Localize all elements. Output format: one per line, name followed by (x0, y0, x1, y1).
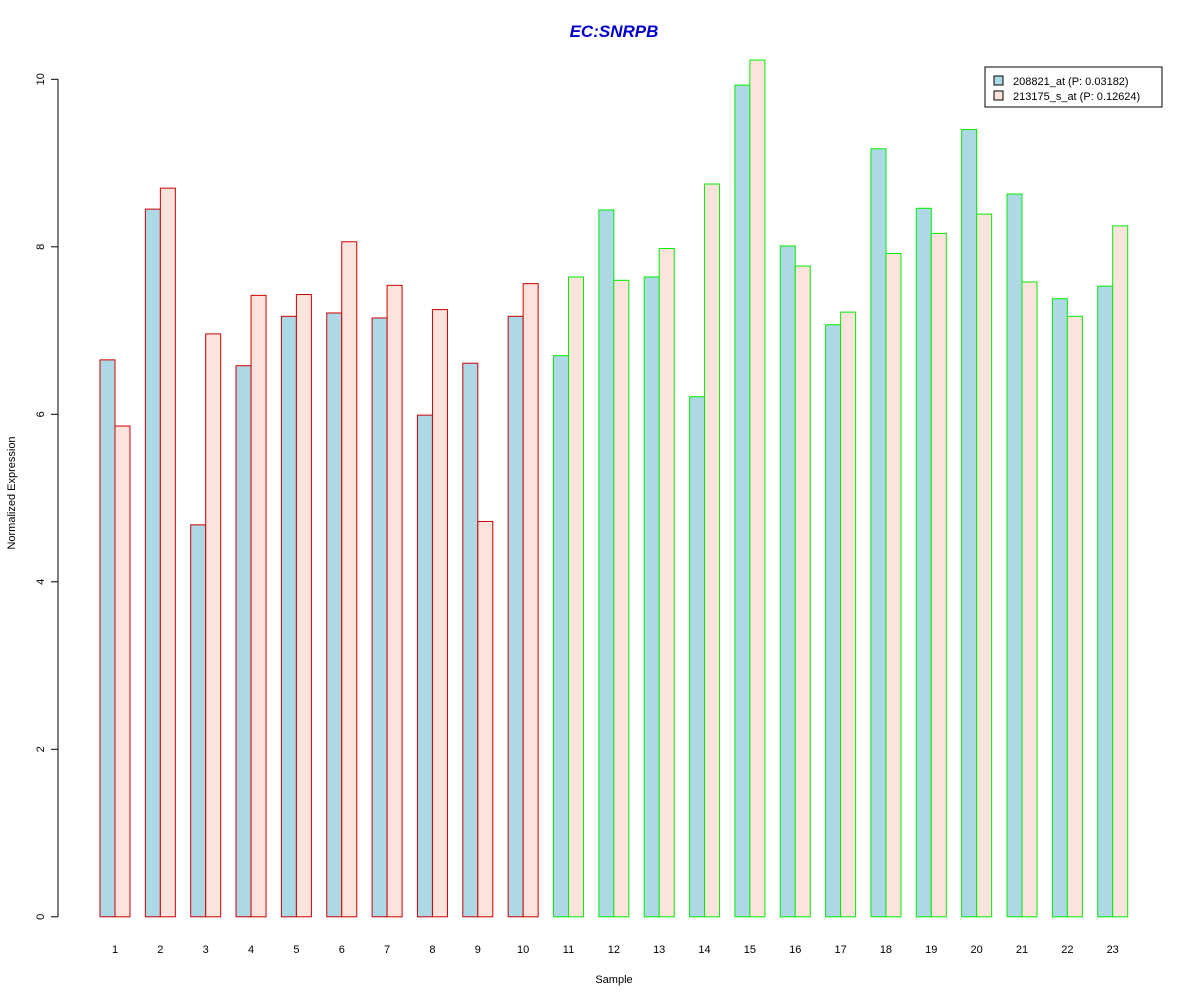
y-tick-label-6: 6 (35, 411, 47, 417)
x-tick-label-22: 22 (1061, 944, 1073, 956)
x-tick-label-8: 8 (429, 944, 435, 956)
bar-series-1-sample-13 (643, 276, 660, 918)
bar-series-1-sample-9 (462, 362, 479, 918)
x-tick-label-6: 6 (339, 944, 345, 956)
x-tick-label-17: 17 (834, 944, 846, 956)
bar-series-2-sample-7 (386, 284, 403, 918)
bar-series-1-sample-18 (870, 148, 887, 918)
bar-series-1-sample-17 (825, 324, 842, 918)
legend-swatch-series-1 (993, 75, 1004, 86)
bar-series-2-sample-21 (1021, 281, 1038, 918)
x-tick-label-15: 15 (744, 944, 756, 956)
x-axis-tick-labels: 1 2 3 4 5 6 7 8 9 10 11 12 13 14 15 16 17 18 19 20 21 22 23 (112, 944, 1119, 956)
x-tick-label-12: 12 (608, 944, 620, 956)
bar-series-2-sample-4 (250, 294, 267, 918)
y-tick-label-0: 0 (35, 914, 47, 920)
bar-series-1-sample-5 (280, 315, 297, 918)
bar-series-1-sample-21 (1006, 193, 1023, 918)
bar-series-2-sample-9 (477, 521, 494, 918)
x-tick-label-3: 3 (203, 944, 209, 956)
bar-series-2-sample-19 (930, 232, 947, 918)
x-tick-label-20: 20 (971, 944, 983, 956)
y-tick-label-2: 2 (35, 746, 47, 752)
bar-series-1-sample-1 (99, 359, 116, 918)
bar-series-2-sample-16 (794, 265, 811, 918)
y-tick-label-4: 4 (35, 579, 47, 585)
bar-series-1-sample-22 (1051, 298, 1068, 918)
x-tick-label-23: 23 (1107, 944, 1119, 956)
x-tick-label-9: 9 (475, 944, 481, 956)
bar-series-2-sample-14 (704, 183, 721, 918)
bar-series-1-sample-15 (734, 84, 751, 918)
x-tick-label-21: 21 (1016, 944, 1028, 956)
x-tick-label-14: 14 (698, 944, 710, 956)
bar-series-1-sample-14 (689, 396, 706, 918)
bar-series-1-sample-19 (915, 207, 932, 918)
x-tick-label-19: 19 (925, 944, 937, 956)
bar-series-1-sample-11 (553, 355, 569, 918)
legend-box (984, 66, 1163, 108)
bars (99, 59, 1129, 918)
x-tick-label-5: 5 (293, 944, 299, 956)
legend-swatch-series-2 (993, 90, 1004, 101)
bar-series-2-sample-6 (341, 241, 358, 918)
bar-series-2-sample-1 (114, 425, 131, 918)
bar-series-2-sample-8 (431, 309, 448, 918)
x-tick-label-18: 18 (880, 944, 892, 956)
bar-series-1-sample-7 (371, 317, 388, 918)
bar-series-1-sample-10 (507, 315, 524, 918)
bar-series-2-sample-5 (295, 294, 312, 918)
chart-title: EC:SNRPB (570, 22, 659, 41)
bar-series-1-sample-3 (190, 524, 207, 918)
legend-label-series-1: 208821_at (P: 0.03182) (1013, 76, 1129, 88)
bar-series-1-sample-6 (326, 312, 343, 918)
bar-series-2-sample-10 (522, 283, 539, 918)
bar-series-2-sample-12 (613, 279, 630, 918)
legend: 208821_at (P: 0.03182) 213175_s_at (P: 0… (984, 66, 1163, 108)
y-axis-ticks: 0 2 4 6 8 10 (35, 73, 58, 920)
y-tick-label-10: 10 (35, 73, 47, 85)
bar-series-1-sample-20 (961, 129, 978, 918)
bar-series-2-sample-22 (1066, 315, 1083, 918)
bar-series-1-sample-2 (144, 208, 161, 918)
x-tick-label-16: 16 (789, 944, 801, 956)
x-tick-label-2: 2 (157, 944, 163, 956)
bar-series-1-sample-23 (1097, 285, 1114, 918)
bar-series-1-sample-8 (416, 414, 433, 918)
bar-series-2-sample-20 (976, 213, 993, 918)
bar-series-2-sample-3 (205, 333, 222, 918)
x-tick-label-1: 1 (112, 944, 118, 956)
x-tick-label-10: 10 (517, 944, 529, 956)
x-tick-label-13: 13 (653, 944, 665, 956)
bar-series-2-sample-17 (840, 311, 857, 918)
bar-series-1-sample-16 (779, 245, 796, 918)
x-tick-label-7: 7 (384, 944, 390, 956)
bar-series-1-sample-12 (598, 209, 615, 918)
x-tick-label-4: 4 (248, 944, 254, 956)
x-tick-label-11: 11 (563, 944, 574, 956)
bar-series-2-sample-15 (749, 59, 766, 918)
bar-series-1-sample-4 (235, 365, 252, 918)
legend-label-series-2: 213175_s_at (P: 0.12624) (1013, 91, 1140, 103)
bar-series-2-sample-18 (885, 253, 902, 918)
y-axis-label: Normalized Expression (6, 436, 18, 549)
bar-series-2-sample-2 (159, 187, 176, 918)
y-tick-label-8: 8 (35, 244, 47, 250)
x-axis-label: Sample (595, 974, 632, 986)
bar-series-2-sample-11 (568, 276, 584, 918)
bar-series-2-sample-23 (1112, 225, 1129, 918)
bar-series-2-sample-13 (658, 247, 675, 918)
